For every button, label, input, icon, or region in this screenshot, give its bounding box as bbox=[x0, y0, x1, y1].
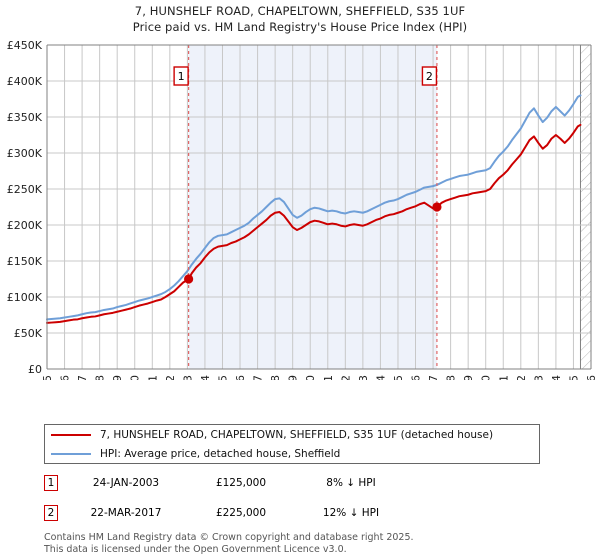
legend-item-hpi: HPI: Average price, detached house, Shef… bbox=[45, 444, 539, 463]
legend-label-hpi: HPI: Average price, detached house, Shef… bbox=[100, 447, 341, 460]
legend-item-price-paid: 7, HUNSHELF ROAD, CHAPELTOWN, SHEFFIELD,… bbox=[45, 425, 539, 444]
transaction-row-2: 2 22-MAR-2017 £225,000 12% ↓ HPI bbox=[44, 504, 544, 522]
svg-text:£100K: £100K bbox=[7, 291, 43, 304]
legend-swatch-price-paid bbox=[51, 433, 91, 436]
transaction-price-1: £125,000 bbox=[215, 477, 267, 489]
svg-text:£50K: £50K bbox=[14, 327, 43, 340]
svg-text:2023: 2023 bbox=[532, 375, 545, 380]
svg-text:£200K: £200K bbox=[7, 219, 43, 232]
svg-text:2014: 2014 bbox=[374, 375, 387, 380]
svg-text:£400K: £400K bbox=[7, 75, 43, 88]
svg-text:2003: 2003 bbox=[181, 375, 194, 380]
hatched-future-region bbox=[579, 45, 591, 369]
svg-text:2006: 2006 bbox=[234, 375, 247, 380]
svg-text:2002: 2002 bbox=[164, 375, 177, 380]
axes bbox=[46, 44, 592, 370]
svg-text:1997: 1997 bbox=[76, 375, 89, 380]
svg-text:2011: 2011 bbox=[322, 375, 335, 380]
page-subtitle: Price paid vs. HM Land Registry's House … bbox=[132, 20, 468, 34]
transaction-hpi-delta-2: 12% ↓ HPI bbox=[322, 507, 380, 519]
x-axis-tick-labels: 1995 1996 1997 1998 1999 2000 2001 2002 2003 2004… bbox=[41, 375, 598, 380]
svg-text:£450K: £450K bbox=[7, 40, 43, 52]
svg-text:1999: 1999 bbox=[111, 375, 124, 380]
chart-title-block: 7, HUNSHELF ROAD, CHAPELTOWN, SHEFFIELD,… bbox=[0, 3, 600, 35]
svg-text:2016: 2016 bbox=[410, 375, 423, 380]
svg-text:1995: 1995 bbox=[41, 375, 54, 380]
footer-line-1: Contains HM Land Registry data © Crown c… bbox=[44, 532, 414, 543]
svg-text:2005: 2005 bbox=[216, 375, 229, 380]
svg-text:2013: 2013 bbox=[357, 375, 370, 380]
transaction-hpi-delta-1: 8% ↓ HPI bbox=[326, 477, 376, 489]
svg-text:2020: 2020 bbox=[480, 375, 493, 380]
legend-label-price-paid: 7, HUNSHELF ROAD, CHAPELTOWN, SHEFFIELD,… bbox=[100, 428, 494, 441]
svg-text:2015: 2015 bbox=[392, 375, 405, 380]
svg-text:2019: 2019 bbox=[462, 375, 475, 380]
footer-line-2: This data is licensed under the Open Gov… bbox=[44, 543, 347, 555]
svg-text:2025: 2025 bbox=[567, 375, 580, 380]
svg-text:1996: 1996 bbox=[59, 375, 72, 380]
legend-swatch-hpi bbox=[51, 452, 91, 455]
svg-text:2021: 2021 bbox=[497, 375, 510, 380]
y-axis-tick-labels: £0 £50K £100K £150K £200K £250K £300K £350K £400… bbox=[7, 40, 43, 376]
svg-text:1998: 1998 bbox=[94, 375, 107, 380]
svg-text:2012: 2012 bbox=[339, 375, 352, 380]
transaction-date-2: 22-MAR-2017 bbox=[90, 507, 162, 519]
svg-text:2026: 2026 bbox=[585, 375, 598, 380]
transaction-badge-1: 1 bbox=[44, 475, 58, 491]
transaction-badge-2: 2 bbox=[44, 505, 58, 521]
chart-legend: 7, HUNSHELF ROAD, CHAPELTOWN, SHEFFIELD,… bbox=[44, 424, 540, 464]
svg-text:1: 1 bbox=[178, 70, 185, 83]
transaction-price-2: £225,000 bbox=[215, 507, 267, 519]
svg-text:2007: 2007 bbox=[252, 375, 265, 380]
svg-text:2009: 2009 bbox=[287, 375, 300, 380]
svg-text:£150K: £150K bbox=[7, 255, 43, 268]
transaction-points bbox=[184, 202, 442, 284]
transaction-row-1: 1 24-JAN-2003 £125,000 8% ↓ HPI bbox=[44, 474, 544, 492]
svg-text:2022: 2022 bbox=[515, 375, 528, 380]
svg-text:2017: 2017 bbox=[427, 375, 440, 380]
svg-text:2000: 2000 bbox=[129, 375, 142, 380]
svg-text:2018: 2018 bbox=[445, 375, 458, 380]
chart-svg: £0 £50K £100K £150K £200K £250K £300K £350K £400… bbox=[7, 40, 598, 380]
svg-text:£250K: £250K bbox=[7, 183, 43, 196]
series-lines bbox=[46, 94, 582, 324]
svg-text:£0: £0 bbox=[28, 363, 42, 376]
highlight-band bbox=[188, 45, 437, 369]
page-title: 7, HUNSHELF ROAD, CHAPELTOWN, SHEFFIELD,… bbox=[134, 4, 466, 18]
transaction-date-1: 24-JAN-2003 bbox=[92, 477, 160, 489]
svg-text:2008: 2008 bbox=[269, 375, 282, 380]
price-history-chart: £0 £50K £100K £150K £200K £250K £300K £350K £400… bbox=[0, 40, 600, 380]
svg-text:2004: 2004 bbox=[199, 375, 212, 380]
svg-text:2024: 2024 bbox=[550, 375, 563, 380]
footer-attribution: Contains HM Land Registry data © Crown c… bbox=[44, 532, 584, 555]
svg-text:£300K: £300K bbox=[7, 147, 43, 160]
svg-text:2010: 2010 bbox=[304, 375, 317, 380]
svg-text:2001: 2001 bbox=[146, 375, 159, 380]
svg-text:£350K: £350K bbox=[7, 111, 43, 124]
svg-text:2: 2 bbox=[426, 70, 433, 83]
